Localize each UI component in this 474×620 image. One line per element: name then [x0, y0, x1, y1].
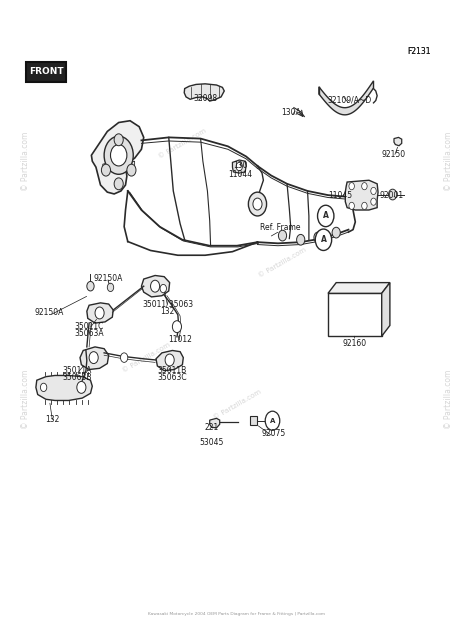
Text: A: A — [320, 235, 327, 244]
Circle shape — [127, 164, 136, 176]
Text: 92150: 92150 — [382, 149, 406, 159]
Text: © Partzilla.com: © Partzilla.com — [444, 370, 453, 429]
Bar — [328, 293, 382, 336]
Polygon shape — [141, 275, 170, 297]
Text: 132: 132 — [161, 307, 175, 316]
Circle shape — [87, 281, 94, 291]
Text: 130A: 130A — [281, 108, 301, 117]
Polygon shape — [210, 418, 220, 428]
Circle shape — [89, 352, 98, 363]
Text: 35011A: 35011A — [62, 366, 91, 375]
Text: 92075: 92075 — [261, 429, 285, 438]
Circle shape — [165, 354, 174, 366]
Text: © Partzilla.com: © Partzilla.com — [258, 246, 307, 278]
Circle shape — [349, 183, 355, 190]
Circle shape — [278, 230, 287, 241]
Text: © Partzilla.com: © Partzilla.com — [157, 127, 207, 159]
Text: 35063C: 35063C — [157, 373, 187, 383]
Circle shape — [332, 228, 340, 238]
Polygon shape — [184, 84, 224, 101]
Polygon shape — [394, 138, 402, 146]
Text: 32109/A~D: 32109/A~D — [328, 96, 372, 105]
Polygon shape — [123, 161, 135, 169]
Text: 35011C: 35011C — [74, 322, 104, 330]
Circle shape — [114, 178, 123, 190]
Circle shape — [40, 383, 47, 392]
Text: © Partzilla.com: © Partzilla.com — [212, 389, 262, 422]
Circle shape — [110, 144, 127, 166]
Text: 35063A: 35063A — [74, 329, 104, 338]
Text: Kawasaki Motorcycle 2004 OEM Parts Diagram for Frame & Fittings | Partzilla.com: Kawasaki Motorcycle 2004 OEM Parts Diagr… — [148, 613, 326, 616]
Text: © Partzilla.com: © Partzilla.com — [21, 370, 30, 429]
Circle shape — [389, 189, 397, 200]
Text: F2131: F2131 — [407, 46, 431, 56]
Polygon shape — [232, 160, 246, 173]
Text: Ref. Frame: Ref. Frame — [260, 223, 301, 232]
Text: 92001: 92001 — [380, 190, 404, 200]
Circle shape — [315, 229, 332, 250]
Text: 132: 132 — [46, 415, 60, 424]
Circle shape — [77, 381, 86, 393]
Circle shape — [120, 353, 128, 362]
Text: 130: 130 — [233, 161, 248, 171]
Polygon shape — [156, 350, 183, 371]
Circle shape — [253, 198, 262, 210]
Circle shape — [151, 280, 160, 292]
Polygon shape — [103, 161, 114, 169]
Polygon shape — [87, 303, 113, 323]
Circle shape — [104, 136, 133, 174]
Polygon shape — [328, 283, 390, 293]
Circle shape — [236, 162, 243, 170]
Text: A: A — [270, 418, 275, 423]
Circle shape — [314, 232, 322, 243]
Text: 92160: 92160 — [342, 339, 366, 348]
Circle shape — [297, 234, 305, 245]
Text: 32098: 32098 — [193, 94, 217, 102]
Polygon shape — [382, 283, 390, 336]
Polygon shape — [319, 81, 374, 115]
Circle shape — [114, 134, 123, 146]
Text: 35011B: 35011B — [158, 366, 187, 375]
Circle shape — [362, 183, 367, 190]
Text: 221: 221 — [205, 423, 219, 432]
Circle shape — [371, 198, 376, 205]
Circle shape — [173, 321, 182, 332]
Text: 92150A: 92150A — [35, 308, 64, 317]
Circle shape — [349, 202, 355, 210]
Polygon shape — [250, 416, 257, 425]
Circle shape — [362, 202, 367, 210]
Text: 11012: 11012 — [168, 335, 192, 344]
Text: 35063B: 35063B — [62, 373, 91, 383]
Text: F2131: F2131 — [407, 46, 431, 56]
Text: © Partzilla.com: © Partzilla.com — [444, 131, 453, 191]
Text: A: A — [323, 211, 328, 221]
Polygon shape — [345, 180, 378, 210]
Polygon shape — [91, 121, 144, 194]
Circle shape — [248, 192, 266, 216]
Circle shape — [265, 411, 280, 430]
Text: 53045: 53045 — [200, 438, 224, 446]
Circle shape — [107, 283, 114, 291]
Circle shape — [95, 307, 104, 319]
Circle shape — [101, 164, 110, 176]
Polygon shape — [80, 347, 109, 370]
Text: © Partzilla.com: © Partzilla.com — [121, 342, 171, 374]
Text: 11044: 11044 — [228, 170, 253, 179]
Text: © Partzilla.com: © Partzilla.com — [21, 131, 30, 191]
Circle shape — [160, 285, 166, 293]
Text: 92150A: 92150A — [94, 274, 123, 283]
Text: FRONT: FRONT — [29, 68, 64, 76]
Polygon shape — [36, 376, 92, 401]
Text: 11045: 11045 — [328, 190, 353, 200]
Circle shape — [318, 205, 334, 227]
Text: 35011/35063: 35011/35063 — [142, 299, 193, 309]
FancyBboxPatch shape — [27, 62, 66, 82]
Circle shape — [371, 187, 376, 195]
